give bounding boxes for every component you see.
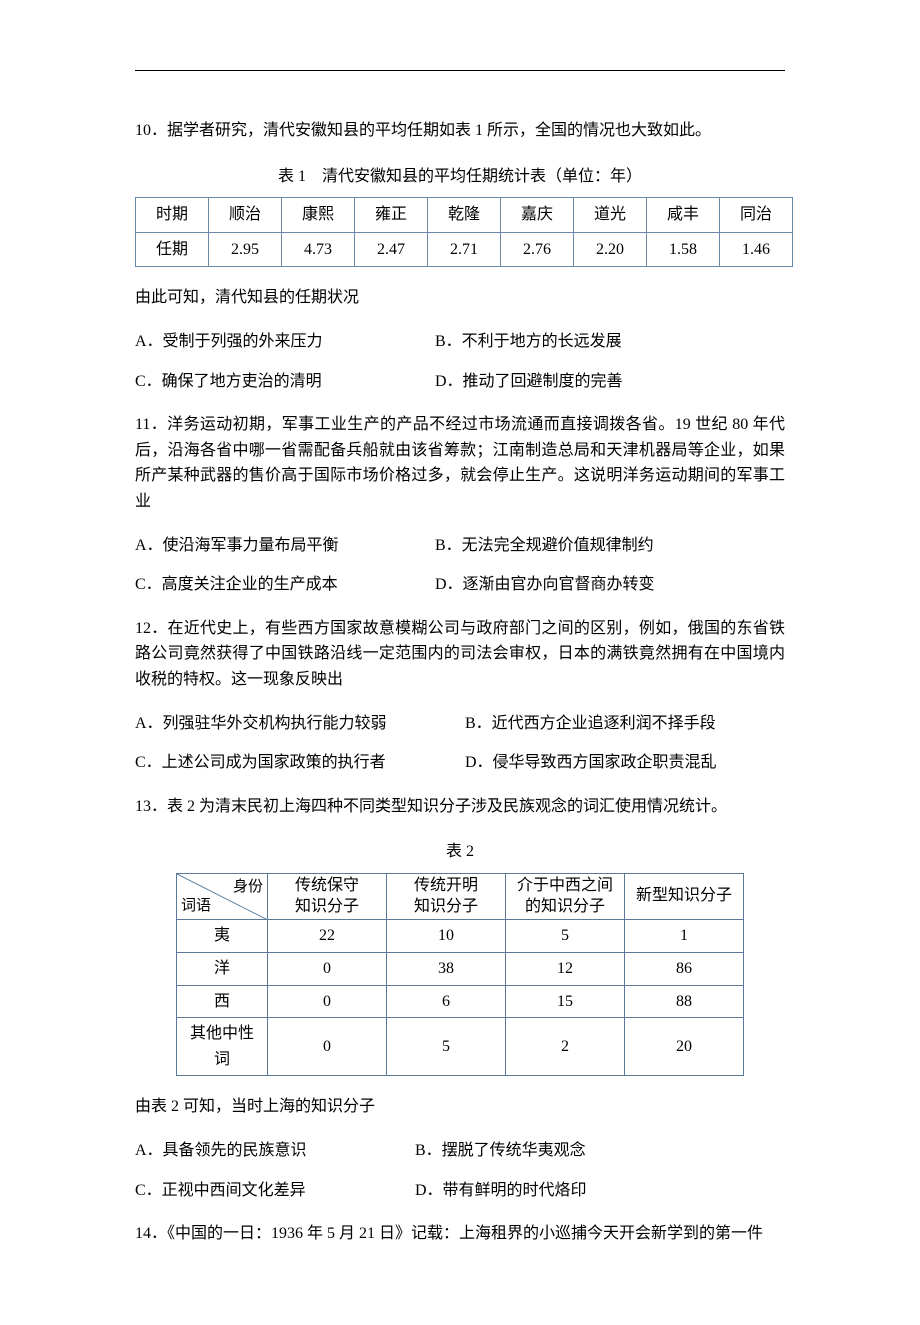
value-cell: 2.71 (428, 232, 501, 267)
table-row: 任期 2.95 4.73 2.47 2.71 2.76 2.20 1.58 1.… (136, 232, 793, 267)
value-cell: 2.20 (574, 232, 647, 267)
value-cell: 12 (506, 953, 625, 986)
value-cell: 6 (387, 985, 506, 1018)
option-a: A．使沿海军事力量布局平衡 (135, 533, 435, 559)
value-cell: 0 (268, 985, 387, 1018)
exam-page: 10．据学者研究，清代安徽知县的平均任期如表 1 所示，全国的情况也大致如此。 … (0, 0, 920, 1325)
option-a: A．具备领先的民族意识 (135, 1138, 415, 1164)
q11-options-row1: A．使沿海军事力量布局平衡 B．无法完全规避价值规律制约 (135, 533, 785, 559)
value-cell: 88 (625, 985, 744, 1018)
diag-top-label: 身份 (233, 875, 263, 899)
option-a: A．列强驻华外交机构执行能力较弱 (135, 711, 465, 737)
table-row: 夷 22 10 5 1 (177, 920, 744, 953)
value-cell: 2.76 (501, 232, 574, 267)
option-c: C．确保了地方吏治的清明 (135, 369, 435, 395)
option-c: C．高度关注企业的生产成本 (135, 572, 435, 598)
row-label: 其他中性词 (177, 1018, 268, 1076)
q14-stem: 14．《中国的一日：1936 年 5 月 21 日》记载：上海租界的小巡捕今天开… (135, 1221, 785, 1247)
period-cell: 道光 (574, 198, 647, 233)
col-header: 新型知识分子 (625, 873, 744, 920)
period-cell: 雍正 (355, 198, 428, 233)
col-header: 传统保守知识分子 (268, 873, 387, 920)
table-row: 其他中性词 0 5 2 20 (177, 1018, 744, 1076)
value-cell: 1.46 (720, 232, 793, 267)
option-d: D．侵华导致西方国家政企职责混乱 (465, 750, 717, 776)
row-label: 夷 (177, 920, 268, 953)
q12-options-row1: A．列强驻华外交机构执行能力较弱 B．近代西方企业追逐利润不择手段 (135, 711, 785, 737)
value-cell: 5 (387, 1018, 506, 1076)
period-cell: 康熙 (282, 198, 355, 233)
value-cell: 10 (387, 920, 506, 953)
q10-lead: 由此可知，清代知县的任期状况 (135, 285, 785, 311)
value-cell: 0 (268, 953, 387, 986)
option-d: D．带有鲜明的时代烙印 (415, 1178, 587, 1204)
top-rule (135, 70, 785, 71)
option-b: B．无法完全规避价值规律制约 (435, 533, 654, 559)
row-label: 西 (177, 985, 268, 1018)
q12-stem: 12．在近代史上，有些西方国家故意模糊公司与政府部门之间的区别，例如，俄国的东省… (135, 616, 785, 693)
row-label: 时期 (136, 198, 209, 233)
q12-options-row2: C．上述公司成为国家政策的执行者 D．侵华导致西方国家政企职责混乱 (135, 750, 785, 776)
value-cell: 20 (625, 1018, 744, 1076)
period-cell: 同治 (720, 198, 793, 233)
q13-options-row2: C．正视中西间文化差异 D．带有鲜明的时代烙印 (135, 1178, 785, 1204)
row-label: 任期 (136, 232, 209, 267)
col-header: 传统开明知识分子 (387, 873, 506, 920)
value-cell: 2.47 (355, 232, 428, 267)
diagonal-header: 身份 词语 (177, 873, 268, 920)
option-b: B．不利于地方的长远发展 (435, 329, 622, 355)
value-cell: 38 (387, 953, 506, 986)
value-cell: 22 (268, 920, 387, 953)
q11-options-row2: C．高度关注企业的生产成本 D．逐渐由官办向官督商办转变 (135, 572, 785, 598)
value-cell: 4.73 (282, 232, 355, 267)
table-row: 身份 词语 传统保守知识分子 传统开明知识分子 介于中西之间的知识分子 新型知识… (177, 873, 744, 920)
row-label: 洋 (177, 953, 268, 986)
value-cell: 1.58 (647, 232, 720, 267)
q10-stem: 10．据学者研究，清代安徽知县的平均任期如表 1 所示，全国的情况也大致如此。 (135, 118, 785, 144)
option-c: C．上述公司成为国家政策的执行者 (135, 750, 465, 776)
q13-stem: 13．表 2 为清末民初上海四种不同类型知识分子涉及民族观念的词汇使用情况统计。 (135, 794, 785, 820)
period-cell: 乾隆 (428, 198, 501, 233)
table-row: 洋 0 38 12 86 (177, 953, 744, 986)
q13-table: 身份 词语 传统保守知识分子 传统开明知识分子 介于中西之间的知识分子 新型知识… (176, 873, 744, 1077)
option-b: B．摆脱了传统华夷观念 (415, 1138, 586, 1164)
q11-stem: 11．洋务运动初期，军事工业生产的产品不经过市场流通而直接调拨各省。19 世纪 … (135, 412, 785, 514)
value-cell: 0 (268, 1018, 387, 1076)
value-cell: 86 (625, 953, 744, 986)
option-c: C．正视中西间文化差异 (135, 1178, 415, 1204)
q10-options-row1: A．受制于列强的外来压力 B．不利于地方的长远发展 (135, 329, 785, 355)
table-row: 西 0 6 15 88 (177, 985, 744, 1018)
diag-bottom-label: 词语 (181, 894, 211, 918)
value-cell: 2 (506, 1018, 625, 1076)
option-d: D．推动了回避制度的完善 (435, 369, 623, 395)
q10-table: 时期 顺治 康熙 雍正 乾隆 嘉庆 道光 咸丰 同治 任期 2.95 4.73 … (135, 197, 793, 267)
value-cell: 2.95 (209, 232, 282, 267)
option-a: A．受制于列强的外来压力 (135, 329, 435, 355)
value-cell: 5 (506, 920, 625, 953)
option-d: D．逐渐由官办向官督商办转变 (435, 572, 655, 598)
q13-lead: 由表 2 可知，当时上海的知识分子 (135, 1094, 785, 1120)
period-cell: 咸丰 (647, 198, 720, 233)
period-cell: 顺治 (209, 198, 282, 233)
option-b: B．近代西方企业追逐利润不择手段 (465, 711, 716, 737)
table-row: 时期 顺治 康熙 雍正 乾隆 嘉庆 道光 咸丰 同治 (136, 198, 793, 233)
q10-options-row2: C．确保了地方吏治的清明 D．推动了回避制度的完善 (135, 369, 785, 395)
q13-options-row1: A．具备领先的民族意识 B．摆脱了传统华夷观念 (135, 1138, 785, 1164)
value-cell: 1 (625, 920, 744, 953)
q13-table-caption: 表 2 (135, 839, 785, 865)
value-cell: 15 (506, 985, 625, 1018)
col-header: 介于中西之间的知识分子 (506, 873, 625, 920)
period-cell: 嘉庆 (501, 198, 574, 233)
q10-table-caption: 表 1 清代安徽知县的平均任期统计表（单位：年） (135, 164, 785, 190)
